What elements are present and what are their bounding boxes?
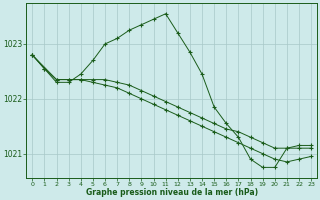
X-axis label: Graphe pression niveau de la mer (hPa): Graphe pression niveau de la mer (hPa): [86, 188, 258, 197]
